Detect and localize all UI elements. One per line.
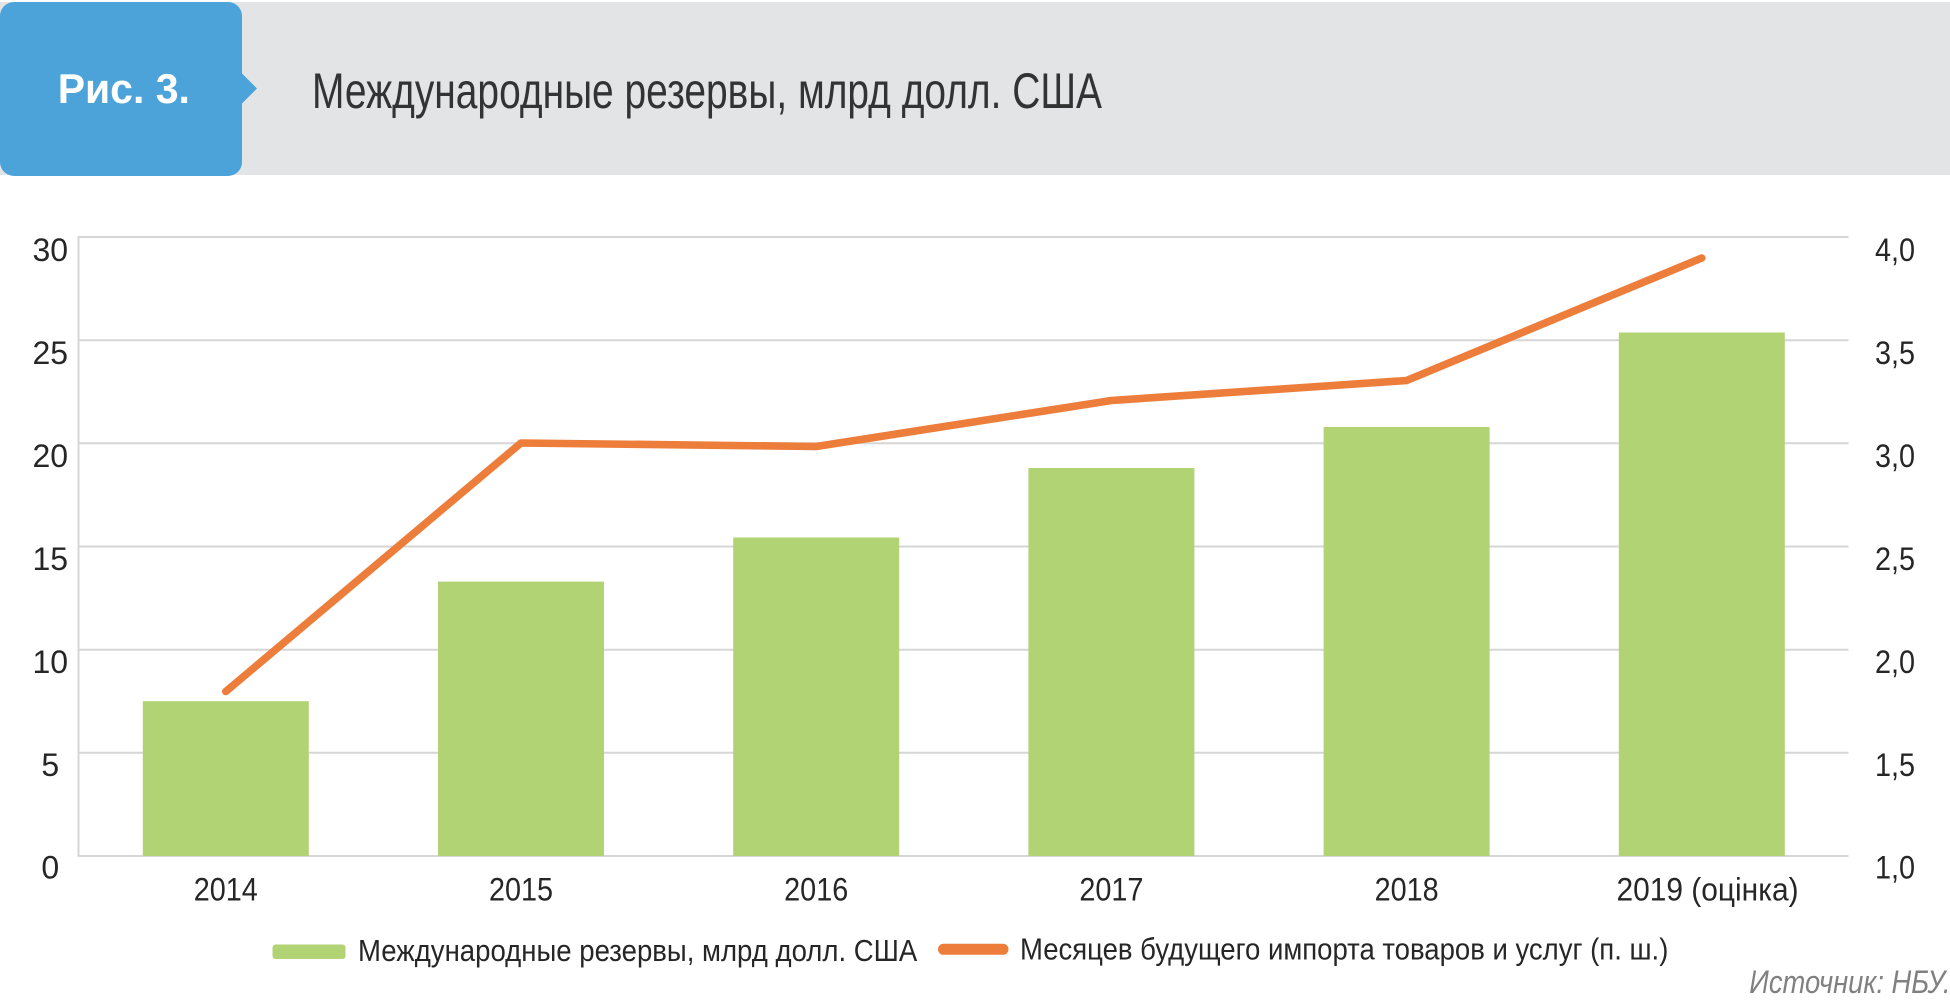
svg-text:1,5: 1,5 — [1875, 747, 1915, 783]
svg-text:2019 (оцінка): 2019 (оцінка) — [1616, 872, 1798, 908]
svg-text:1,0: 1,0 — [1875, 850, 1915, 886]
svg-text:15: 15 — [33, 541, 69, 577]
svg-text:2018: 2018 — [1375, 872, 1439, 908]
svg-text:2014: 2014 — [194, 872, 258, 908]
svg-text:2016: 2016 — [784, 872, 848, 908]
svg-text:2017: 2017 — [1079, 872, 1143, 908]
svg-text:30: 30 — [33, 232, 69, 268]
svg-text:0: 0 — [41, 850, 59, 886]
svg-text:3,5: 3,5 — [1875, 336, 1915, 372]
svg-text:3,0: 3,0 — [1875, 439, 1915, 475]
svg-text:2015: 2015 — [489, 872, 553, 908]
svg-text:5: 5 — [41, 747, 59, 783]
svg-text:Источник: НБУ.: Источник: НБУ. — [1749, 965, 1950, 1000]
svg-text:25: 25 — [33, 335, 69, 371]
svg-text:4,0: 4,0 — [1875, 233, 1915, 269]
svg-text:2,5: 2,5 — [1875, 542, 1915, 578]
svg-text:Месяцев будущего импорта товар: Месяцев будущего импорта товаров и услуг… — [1020, 932, 1668, 967]
svg-text:2,0: 2,0 — [1875, 645, 1915, 681]
svg-text:20: 20 — [33, 438, 69, 474]
svg-text:Международные резервы, млрд до: Международные резервы, млрд долл. США — [358, 934, 918, 969]
svg-text:10: 10 — [33, 644, 69, 680]
